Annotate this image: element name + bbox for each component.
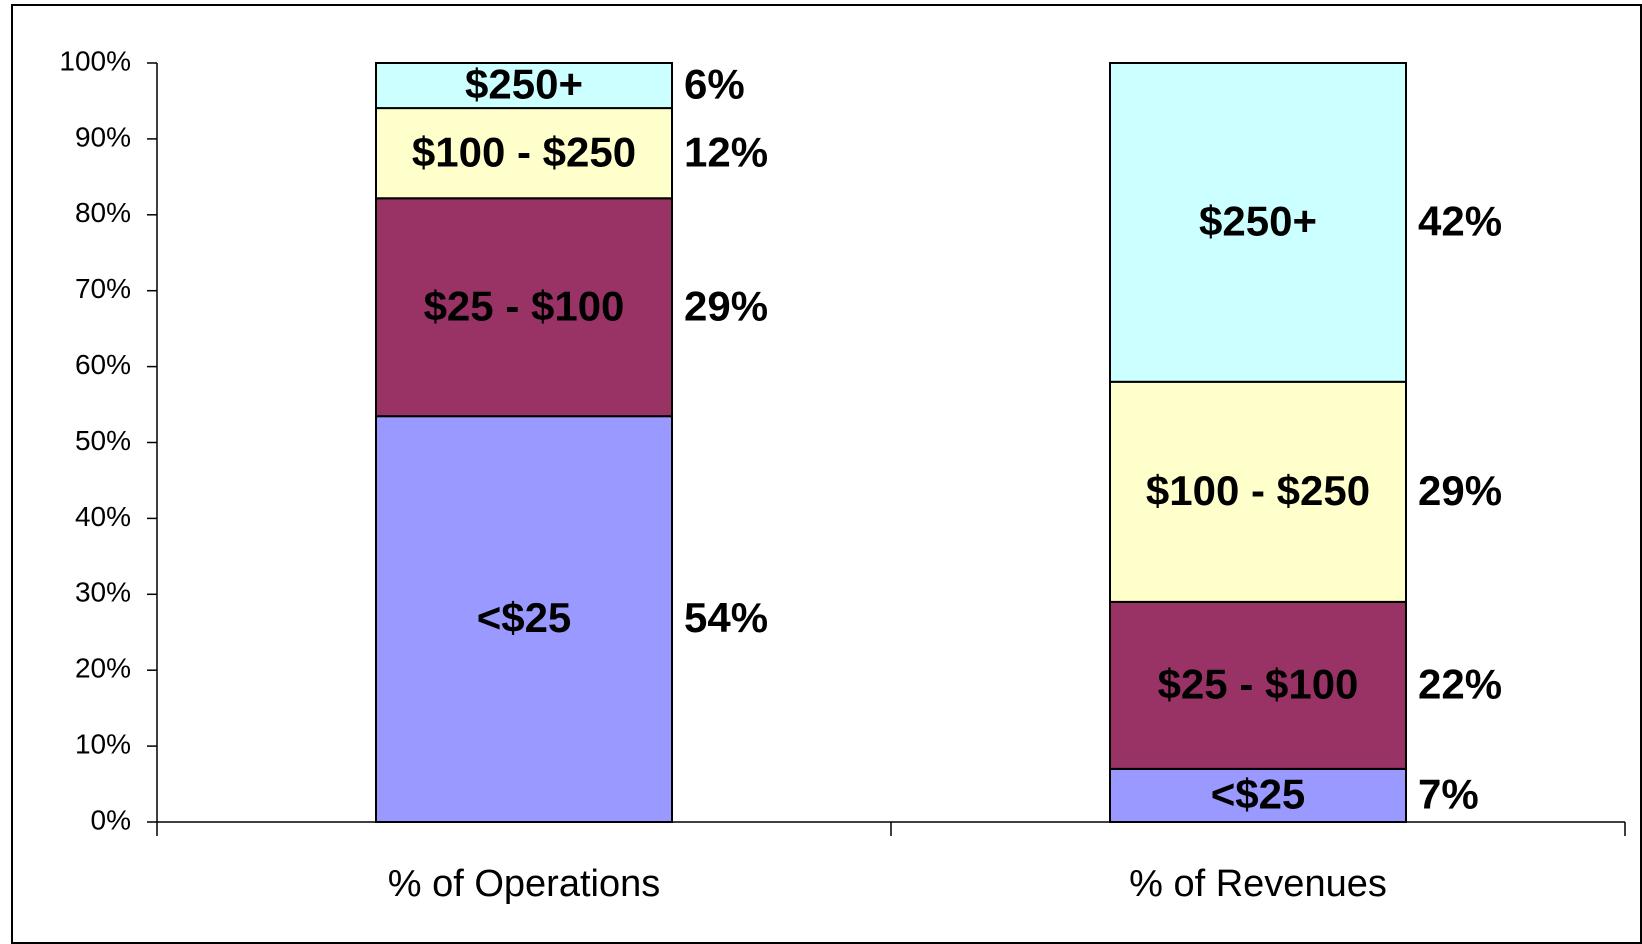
bar-segment	[375, 415, 673, 823]
y-tick-label: 70%	[75, 273, 131, 304]
y-tick-label: 80%	[75, 197, 131, 228]
chart-border	[11, 4, 1642, 944]
y-tick-label: 10%	[75, 728, 131, 759]
bar-segment	[375, 62, 673, 110]
value-label: 54%	[684, 594, 768, 641]
value-label: 29%	[1418, 467, 1502, 514]
value-label: 22%	[1418, 660, 1502, 707]
segment-label: $25 - $100	[424, 282, 625, 329]
value-label: 6%	[684, 61, 745, 108]
y-tick-label: 50%	[75, 425, 131, 456]
y-tick-label: 40%	[75, 501, 131, 532]
value-label: 42%	[1418, 197, 1502, 244]
bar-segment	[1109, 380, 1407, 603]
segment-label: <$25	[477, 594, 572, 641]
segment-label: $25 - $100	[1158, 660, 1359, 707]
value-label: 12%	[684, 128, 768, 175]
y-tick-label: 100%	[59, 45, 131, 76]
segment-label: $100 - $250	[412, 128, 636, 175]
bar-segment	[1109, 62, 1407, 383]
x-tick-label: % of Operations	[388, 863, 660, 905]
segment-label: $250+	[465, 61, 583, 108]
bar-segment	[1109, 600, 1407, 770]
y-tick-label: 0%	[91, 804, 131, 835]
bar-segment	[375, 197, 673, 418]
value-label: 7%	[1418, 771, 1479, 818]
y-tick-label: 60%	[75, 349, 131, 380]
bar-segment	[375, 107, 673, 200]
segment-label: $100 - $250	[1146, 467, 1370, 514]
y-tick-label: 30%	[75, 577, 131, 608]
segment-label: $250+	[1199, 197, 1317, 244]
bar-segment	[1109, 767, 1407, 823]
value-label: 29%	[684, 282, 768, 329]
y-tick-label: 90%	[75, 121, 131, 152]
y-tick-label: 20%	[75, 653, 131, 684]
segment-label: <$25	[1211, 771, 1306, 818]
x-tick-label: % of Revenues	[1129, 863, 1387, 905]
